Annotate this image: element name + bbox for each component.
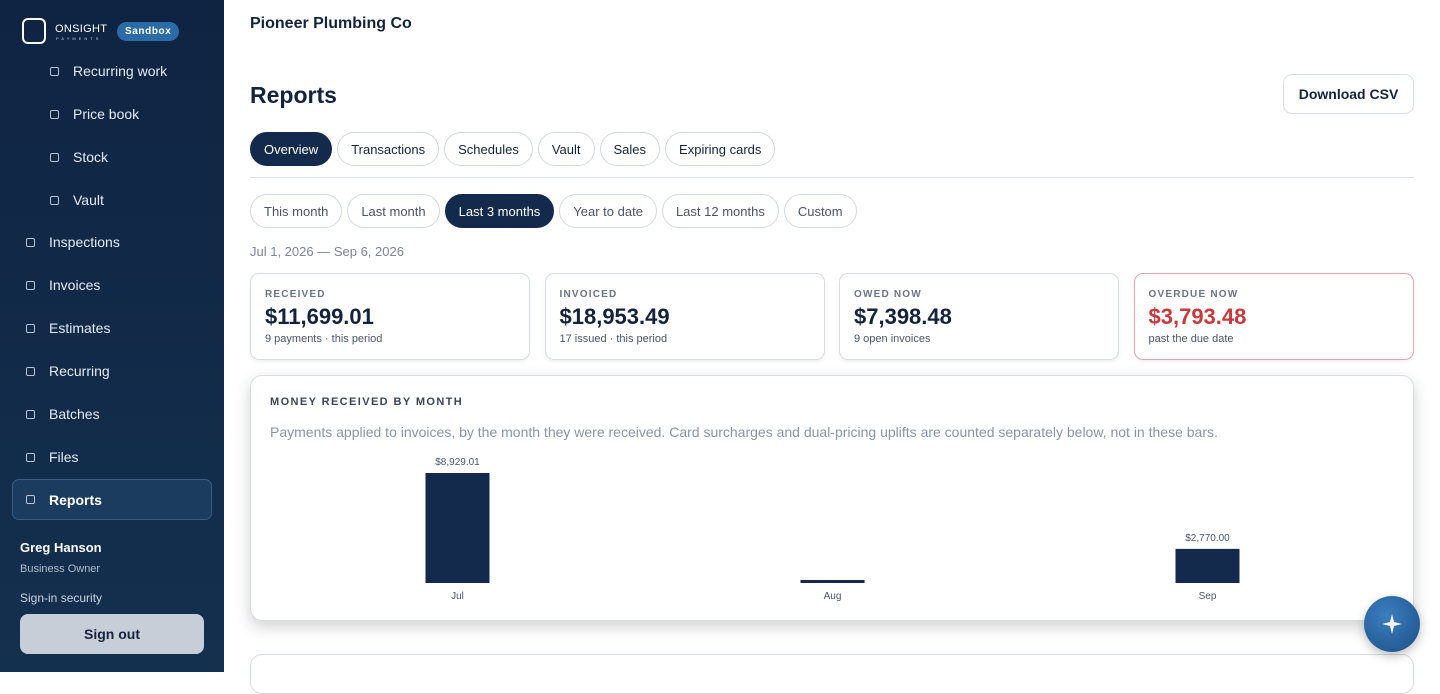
nav-label: Estimates <box>49 320 111 336</box>
stat-note: 17 issued · this period <box>559 333 668 345</box>
nav-label: Files <box>49 449 79 465</box>
stat-label: OVERDUE NOW <box>1148 289 1239 300</box>
bar <box>1175 548 1240 583</box>
stat-note: past the due date <box>1148 333 1234 345</box>
assistant-button[interactable] <box>1364 596 1420 652</box>
tabs: Overview Transactions Schedules Vault Sales E… <box>250 132 776 166</box>
stat-note: 9 open invoices <box>854 333 931 345</box>
stat-card: RECEIVED $11,699.01 9 payments · this peri… <box>250 273 530 360</box>
badge: Sandbox <box>117 22 180 41</box>
nav-icon <box>50 152 59 162</box>
brand-sub: PAYMENTS <box>56 36 102 41</box>
bar <box>425 473 490 583</box>
x-tick-label: Sep <box>1199 591 1217 602</box>
nav-item[interactable]: Files <box>26 447 79 467</box>
nav-icon <box>50 109 59 119</box>
stat-value: $11,699.01 <box>265 304 374 329</box>
stat-card: OVERDUE NOW $3,793.48 past the due date <box>1133 273 1414 360</box>
range-pill[interactable]: This month <box>250 194 343 228</box>
range-pill[interactable]: Last 12 months <box>661 194 779 228</box>
nav-icon <box>26 323 35 333</box>
range-pill[interactable]: Custom <box>783 194 857 228</box>
nav-label: Recurring <box>49 363 110 379</box>
date-range: Jul 1, 2026 — Sep 6, 2026 <box>250 244 404 259</box>
nav-item[interactable]: Reports <box>12 479 212 520</box>
stat-value: $7,398.48 <box>854 304 952 329</box>
logo <box>22 18 46 44</box>
brand: ONSIGHT <box>55 23 108 35</box>
next-panel <box>250 654 1414 694</box>
tab[interactable]: Vault <box>537 132 595 166</box>
nav-icon <box>50 66 59 76</box>
security-link[interactable]: Sign-in security <box>20 591 103 605</box>
sub-nav-item[interactable]: Vault <box>50 190 104 210</box>
page-title: Reports <box>250 82 337 108</box>
nav-item[interactable]: Batches <box>26 404 100 424</box>
nav-label: Stock <box>73 149 109 165</box>
stat-note: 9 payments · this period <box>265 333 383 345</box>
tab[interactable]: Overview <box>250 132 333 166</box>
nav-item[interactable]: Recurring <box>26 361 110 381</box>
nav-icon <box>50 195 59 205</box>
nav-label: Inspections <box>49 234 120 250</box>
sub-nav-item[interactable]: Recurring work <box>50 61 167 81</box>
nav-label: Price book <box>73 106 140 122</box>
range-pill[interactable]: Last 3 months <box>444 194 555 228</box>
nav-icon <box>26 452 35 462</box>
stat-value: $18,953.49 <box>559 304 670 329</box>
nav-label: Invoices <box>49 277 101 293</box>
tab[interactable]: Schedules <box>444 132 533 166</box>
stat-label: INVOICED <box>559 289 618 300</box>
stat-card: INVOICED $18,953.49 17 issued · this perio… <box>544 273 825 360</box>
nav-label: Reports <box>49 491 102 508</box>
nav-item[interactable]: Inspections <box>26 232 120 252</box>
stat-value: $3,793.48 <box>1148 304 1247 329</box>
nav-icon <box>26 409 35 419</box>
chart-title: MONEY RECEIVED BY MONTH <box>270 396 464 408</box>
sparkle-icon <box>1382 614 1402 634</box>
sub-nav-item[interactable]: Price book <box>50 104 139 124</box>
nav-icon <box>26 237 35 247</box>
company-name: Pioneer Plumbing Co <box>250 15 412 32</box>
nav-item[interactable]: Estimates <box>26 318 110 338</box>
nav-icon <box>26 495 35 504</box>
x-tick-label: Aug <box>824 591 842 602</box>
range-filters: This month Last month Last 3 months Year to… <box>250 194 857 228</box>
x-tick-label: Jul <box>451 591 464 602</box>
tab[interactable]: Expiring cards <box>665 132 776 166</box>
nav-label: Vault <box>73 192 104 208</box>
nav-icon <box>26 366 35 376</box>
chart: Jul $8,929.01 Aug Sep $2,770.00 <box>425 457 1240 602</box>
chart-subtitle: Payments applied to invoices, by the mon… <box>270 424 1218 440</box>
chart-panel: Jul $8,929.01 Aug Sep $2,770.00 MONEY RECEIV… <box>250 375 1414 621</box>
sidebar: ONSIGHT PAYMENTS Sandbox Greg Hanson Bus… <box>0 0 224 672</box>
value-label: $2,770.00 <box>1185 533 1230 544</box>
user-name: Greg Hanson <box>20 540 102 555</box>
sign-out-button[interactable]: Sign out <box>20 614 204 654</box>
range-pill[interactable]: Year to date <box>559 194 657 228</box>
nav-icon <box>26 280 35 290</box>
nav-label: Recurring work <box>73 63 168 79</box>
sub-nav-item[interactable]: Stock <box>50 147 108 167</box>
nav-item[interactable]: Invoices <box>26 275 100 295</box>
stat-card: OWED NOW $7,398.48 9 open invoices <box>839 273 1119 360</box>
tab[interactable]: Sales <box>599 132 661 166</box>
tab[interactable]: Transactions <box>337 132 440 166</box>
stat-label: OWED NOW <box>854 289 922 300</box>
stat-label: RECEIVED <box>265 289 326 300</box>
download-button[interactable]: Download CSV <box>1283 74 1414 114</box>
bar <box>800 580 865 583</box>
value-label: $8,929.01 <box>435 457 480 468</box>
divider <box>250 177 1414 178</box>
user-role: Business Owner <box>20 563 101 575</box>
range-pill[interactable]: Last month <box>347 194 440 228</box>
nav-label: Batches <box>49 406 100 422</box>
